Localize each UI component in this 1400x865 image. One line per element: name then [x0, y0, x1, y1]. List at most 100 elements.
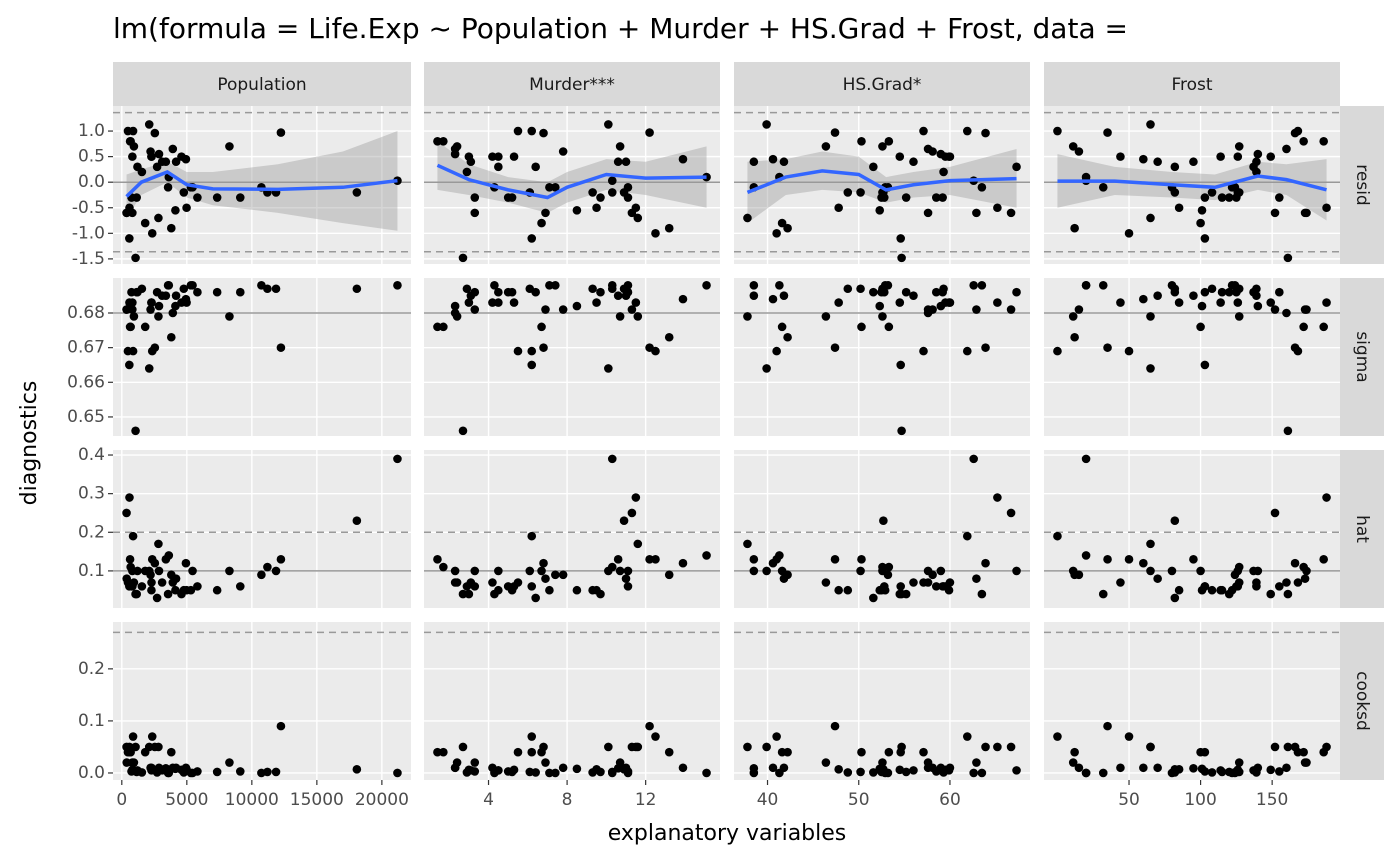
- point: [993, 493, 1002, 502]
- point: [869, 162, 878, 172]
- point: [749, 566, 759, 576]
- panel-background: [1044, 278, 1340, 436]
- point: [171, 206, 180, 215]
- point: [1081, 280, 1091, 290]
- y-tick-label: -1.0: [72, 223, 105, 243]
- facet-strip: [734, 62, 1030, 106]
- point: [1053, 732, 1062, 741]
- point: [1234, 578, 1244, 587]
- x-tick-label: 4: [483, 790, 494, 810]
- point: [1139, 294, 1148, 304]
- point: [171, 574, 181, 583]
- point: [525, 566, 535, 576]
- point: [896, 582, 905, 591]
- point: [762, 742, 771, 752]
- point: [633, 539, 643, 549]
- point: [895, 152, 905, 161]
- point: [488, 578, 497, 587]
- point: [1266, 152, 1276, 161]
- panel-background: [424, 622, 720, 780]
- point: [490, 589, 499, 599]
- point: [1098, 280, 1108, 290]
- point: [1124, 346, 1134, 356]
- point: [678, 558, 688, 568]
- point: [834, 298, 843, 307]
- point: [875, 206, 885, 215]
- y-tick-label: 0.5: [78, 147, 105, 167]
- point: [257, 570, 266, 580]
- point: [1103, 721, 1112, 731]
- point: [527, 234, 537, 243]
- point: [393, 280, 402, 290]
- panel: [734, 106, 1030, 264]
- point: [623, 280, 633, 290]
- point: [621, 157, 631, 167]
- point: [1322, 298, 1331, 307]
- point: [651, 555, 660, 564]
- point: [212, 193, 222, 202]
- point: [140, 747, 150, 757]
- y-tick-label: -1.5: [72, 249, 105, 269]
- point: [179, 284, 189, 294]
- point: [193, 193, 202, 202]
- point: [1189, 555, 1198, 564]
- y-tick-label: 0.1: [78, 561, 105, 581]
- point: [122, 574, 131, 583]
- point: [154, 539, 163, 549]
- point: [537, 747, 546, 757]
- point: [843, 284, 853, 294]
- smooth-line: [746, 169, 1017, 195]
- point: [981, 128, 990, 138]
- point: [572, 301, 582, 311]
- point: [531, 162, 540, 172]
- point: [147, 763, 156, 773]
- point: [856, 188, 865, 197]
- point: [878, 142, 887, 151]
- point: [276, 721, 286, 731]
- point: [488, 298, 497, 307]
- point: [869, 287, 878, 297]
- point: [507, 193, 517, 202]
- point: [615, 142, 625, 151]
- point: [896, 360, 905, 370]
- panel: [1044, 450, 1340, 608]
- point: [1081, 551, 1091, 560]
- point: [895, 765, 905, 775]
- point: [895, 589, 905, 599]
- point: [631, 298, 641, 307]
- point: [969, 454, 978, 464]
- facet-label: Frost: [1171, 75, 1212, 95]
- point: [225, 566, 234, 576]
- point: [645, 128, 654, 137]
- point: [513, 747, 523, 757]
- point: [1283, 426, 1293, 436]
- point: [777, 322, 787, 332]
- point: [452, 312, 462, 321]
- point: [177, 298, 186, 307]
- facet-strip: [1340, 106, 1384, 264]
- point: [1270, 305, 1280, 314]
- point: [977, 768, 987, 778]
- point: [470, 566, 480, 576]
- point: [1070, 332, 1079, 342]
- point: [439, 747, 448, 757]
- point: [1006, 508, 1016, 518]
- point: [263, 562, 272, 572]
- point: [1012, 162, 1021, 172]
- point: [843, 188, 853, 197]
- point: [1233, 152, 1243, 161]
- y-tick-label: 0.4: [78, 445, 105, 465]
- y-tick-label: 0.3: [78, 484, 105, 504]
- point: [527, 360, 537, 370]
- point: [1006, 208, 1016, 218]
- y-tick-label: 0.67: [67, 338, 105, 358]
- point: [225, 758, 234, 767]
- smooth-line: [1057, 174, 1327, 192]
- facet-strip: [1044, 62, 1340, 106]
- point: [1012, 287, 1021, 297]
- point: [664, 332, 674, 342]
- point: [783, 223, 792, 233]
- point: [1319, 555, 1328, 564]
- point: [678, 763, 688, 773]
- x-tick-label: 40: [757, 790, 779, 810]
